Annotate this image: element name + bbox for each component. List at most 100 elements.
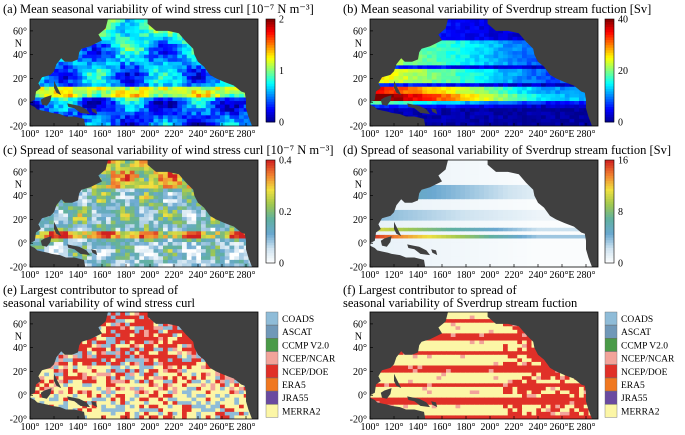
colorbar-segment [266, 234, 275, 238]
field-cell [182, 90, 188, 95]
field-cell [125, 22, 131, 27]
field-cell [541, 68, 547, 73]
field-cell [77, 224, 83, 229]
land-island [40, 236, 52, 247]
field-cell [479, 108, 485, 113]
field-cell [220, 259, 226, 264]
field-cell [77, 209, 83, 214]
field-cell [517, 68, 523, 73]
field-cell [541, 93, 547, 98]
field-cell [210, 122, 216, 126]
field-cell [479, 90, 485, 95]
field-cell [115, 118, 121, 123]
field-cell [389, 79, 395, 84]
field-cell [96, 58, 102, 63]
field-cell [479, 184, 485, 189]
field-cell [465, 72, 471, 77]
field-cell [139, 19, 145, 23]
field-cell [87, 108, 93, 113]
field-cell [172, 65, 178, 70]
field-cell [167, 259, 173, 264]
field-cell [422, 79, 428, 84]
field-cell [545, 86, 551, 91]
field-cell [441, 43, 447, 48]
field-cell [101, 174, 107, 179]
field-cell [158, 234, 164, 239]
field-cell [248, 122, 254, 126]
field-cell [163, 227, 169, 232]
field-cell [68, 238, 74, 243]
field-cell [129, 245, 135, 250]
field-cell [91, 122, 97, 126]
field-cell [455, 76, 461, 81]
field-cell [44, 227, 50, 232]
field-cell [120, 181, 126, 186]
field-cell [239, 256, 245, 261]
field-cell [106, 43, 112, 48]
field-cell [82, 111, 88, 116]
field-cell [239, 115, 245, 120]
field-cell [139, 227, 145, 232]
field-cell [517, 184, 523, 189]
field-cell [182, 97, 188, 102]
field-cell [167, 54, 173, 59]
field-cell [526, 65, 532, 70]
field-cell [239, 238, 245, 243]
field-cell [125, 220, 131, 225]
field-cell [91, 83, 97, 88]
field-cell [49, 224, 55, 229]
field-cell [177, 79, 183, 84]
field-cell [455, 79, 461, 84]
field-cell [158, 220, 164, 225]
field-cell [77, 115, 83, 120]
field-cell [139, 101, 145, 105]
field-cell [436, 33, 442, 38]
field-cell [158, 224, 164, 229]
field-cell [148, 238, 154, 243]
field-cell [120, 160, 126, 164]
field-cell [125, 101, 131, 105]
field-cell [455, 111, 461, 116]
field-cell [450, 51, 456, 56]
field-cell [182, 263, 188, 267]
field-cell [153, 249, 159, 254]
field-cell [474, 86, 480, 91]
field-cell [455, 83, 461, 88]
field-cell [484, 43, 490, 48]
field-cell [450, 33, 456, 38]
field-cell [224, 231, 230, 236]
field-cell [422, 72, 428, 77]
field-cell [134, 245, 140, 250]
field-cell [512, 65, 518, 70]
field-cell [417, 68, 423, 73]
field-cell [139, 220, 145, 225]
field-cell [398, 93, 404, 98]
field-cell [455, 43, 461, 48]
field-cell [398, 65, 404, 70]
field-cell [129, 170, 135, 175]
field-cell [201, 259, 207, 264]
field-cell [469, 76, 475, 81]
field-cell [182, 184, 188, 189]
field-cell [465, 93, 471, 98]
field-cell [484, 54, 490, 59]
field-cell [455, 160, 461, 164]
field-cell [101, 29, 107, 34]
field-cell [134, 256, 140, 261]
field-cell [125, 177, 131, 182]
field-cell [522, 79, 528, 84]
field-cell [44, 83, 50, 88]
field-cell [58, 65, 64, 70]
field-cell [484, 167, 490, 172]
field-cell [144, 97, 150, 102]
field-cell [196, 118, 202, 123]
colorbar-segment [605, 73, 614, 77]
field-cell [167, 174, 173, 179]
field-cell [172, 79, 178, 84]
field-cell [144, 22, 150, 27]
colorbar-segment [266, 216, 275, 220]
field-cell [446, 58, 452, 63]
field-cell [110, 101, 116, 105]
field-cell [106, 177, 112, 182]
field-cell [201, 234, 207, 239]
